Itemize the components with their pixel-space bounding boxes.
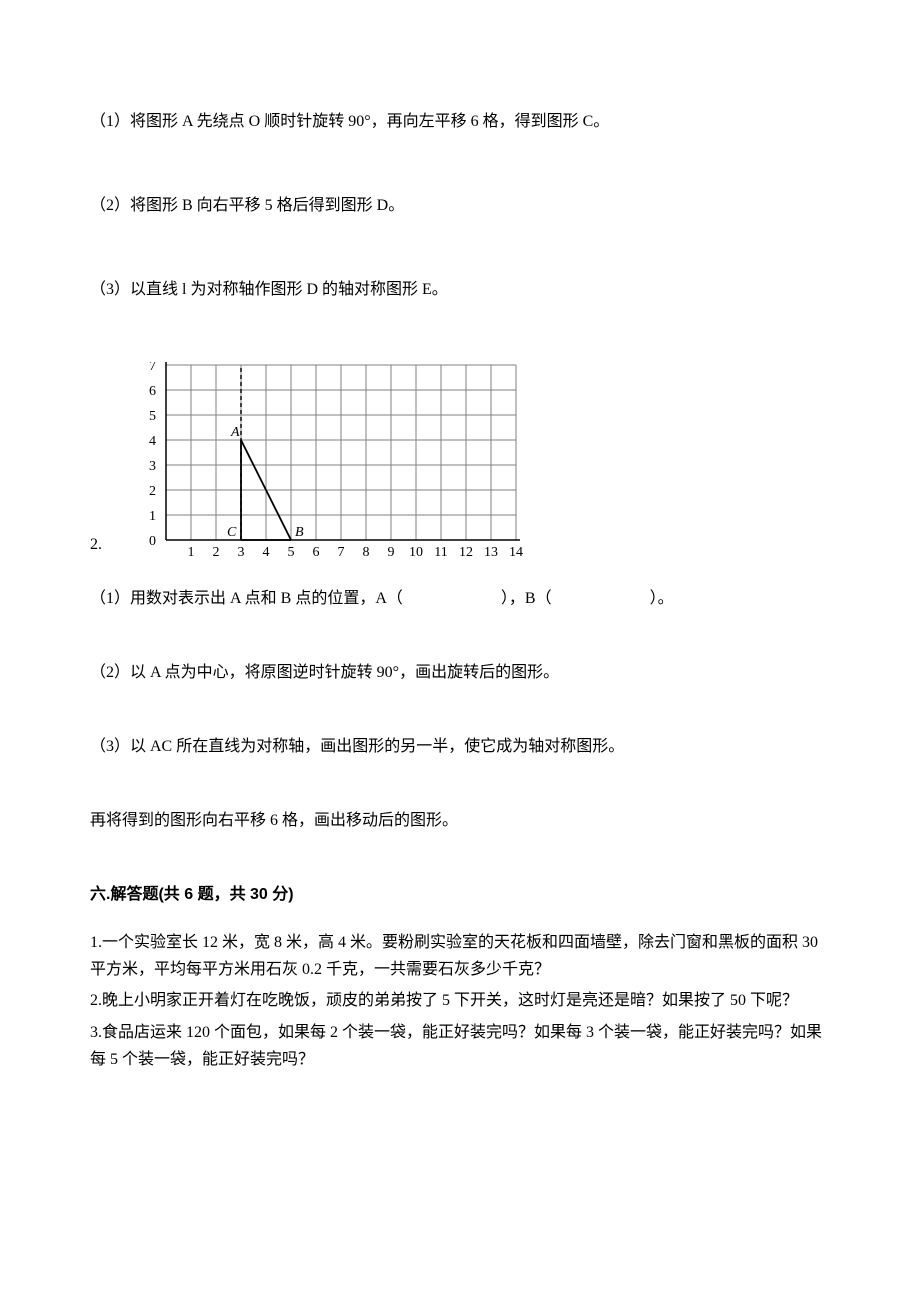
svg-text:2: 2 bbox=[149, 484, 156, 499]
svg-text:A: A bbox=[230, 425, 240, 440]
svg-text:1: 1 bbox=[149, 509, 156, 524]
svg-text:9: 9 bbox=[388, 545, 395, 557]
graph-svg: 012345671234567891011121314ABC bbox=[108, 362, 528, 557]
svg-text:6: 6 bbox=[313, 545, 320, 557]
q2-sub1-mid: ），B（ bbox=[501, 590, 552, 607]
q2-sub4: 再将得到的图形向右平移 6 格，画出移动后的图形。 bbox=[90, 809, 830, 833]
svg-text:14: 14 bbox=[509, 545, 523, 557]
svg-text:3: 3 bbox=[238, 545, 245, 557]
svg-text:1: 1 bbox=[188, 545, 195, 557]
problem-2: 2.晚上小明家正开着灯在吃晚饭，顽皮的弟弟按了 5 下开关，这时灯是亮还是暗？如… bbox=[90, 987, 830, 1014]
svg-text:0: 0 bbox=[149, 534, 156, 549]
q2-sub1: （1）用数对表示出 A 点和 B 点的位置，A（ ），B（ ）。 bbox=[90, 587, 830, 611]
svg-text:B: B bbox=[295, 525, 304, 540]
q2-sub3: （3）以 AC 所在直线为对称轴，画出图形的另一半，使它成为轴对称图形。 bbox=[90, 735, 830, 759]
q2-sub1-pre: （1）用数对表示出 A 点和 B 点的位置，A（ bbox=[90, 590, 403, 607]
svg-text:6: 6 bbox=[149, 384, 156, 399]
svg-text:7: 7 bbox=[338, 545, 345, 557]
svg-text:C: C bbox=[227, 525, 237, 540]
svg-text:10: 10 bbox=[409, 545, 423, 557]
svg-text:4: 4 bbox=[263, 545, 270, 557]
svg-text:2: 2 bbox=[213, 545, 220, 557]
svg-text:12: 12 bbox=[459, 545, 473, 557]
svg-text:13: 13 bbox=[484, 545, 498, 557]
q2-sub1-suf: ）。 bbox=[650, 590, 674, 607]
q1-sub1: （1）将图形 A 先绕点 O 顺时针旋转 90°，再向左平移 6 格，得到图形 … bbox=[90, 110, 830, 134]
svg-text:3: 3 bbox=[149, 459, 156, 474]
svg-text:11: 11 bbox=[434, 545, 447, 557]
problem-1: 1.一个实验室长 12 米，宽 8 米，高 4 米。要粉刷实验室的天花板和四面墙… bbox=[90, 929, 830, 983]
svg-text:8: 8 bbox=[363, 545, 370, 557]
section-6-heading: 六.解答题(共 6 题，共 30 分) bbox=[90, 883, 830, 907]
q1-sub2: （2）将图形 B 向右平移 5 格后得到图形 D。 bbox=[90, 194, 830, 218]
svg-text:5: 5 bbox=[149, 409, 156, 424]
q2-sub2: （2）以 A 点为中心，将原图逆时针旋转 90°，画出旋转后的图形。 bbox=[90, 661, 830, 685]
svg-text:7: 7 bbox=[149, 362, 156, 374]
q2-row: 2. 012345671234567891011121314ABC bbox=[90, 362, 830, 557]
svg-text:4: 4 bbox=[149, 434, 156, 449]
svg-text:5: 5 bbox=[288, 545, 295, 557]
q1-sub3: （3）以直线 l 为对称轴作图形 D 的轴对称图形 E。 bbox=[90, 278, 830, 302]
q2-number: 2. bbox=[90, 533, 102, 557]
problem-3: 3.食品店运来 120 个面包，如果每 2 个装一袋，能正好装完吗？如果每 3 … bbox=[90, 1019, 830, 1073]
coordinate-graph: 012345671234567891011121314ABC bbox=[108, 362, 528, 557]
